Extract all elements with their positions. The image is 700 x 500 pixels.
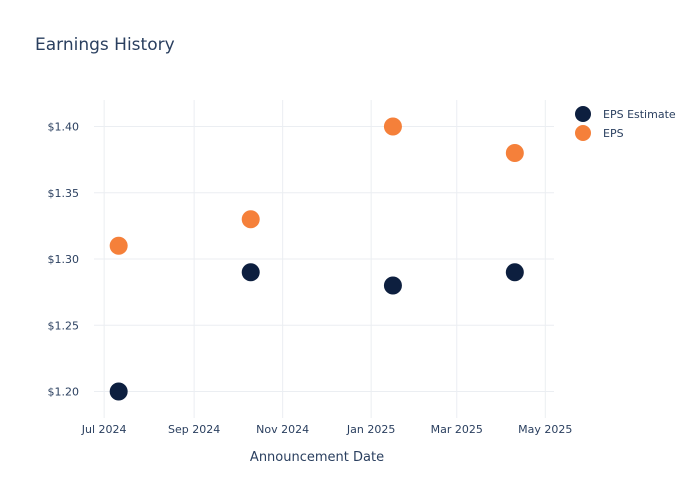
legend-marker: [575, 125, 591, 141]
eps-point: [241, 210, 260, 229]
chart-title: Earnings History: [35, 35, 175, 55]
x-axis-label: Announcement Date: [250, 450, 384, 465]
y-tick-label: $1.20: [48, 386, 80, 399]
y-tick-label: $1.25: [48, 319, 80, 332]
legend-item-eps-estimate[interactable]: EPS Estimate: [575, 106, 676, 122]
legend-label: EPS Estimate: [603, 108, 676, 121]
x-axis-ticks: Jul 2024 Sep 2024 Nov 2024 Jan 2025 Mar 2025…: [81, 423, 573, 436]
eps-estimate-point: [109, 382, 128, 401]
legend[interactable]: EPS Estimate EPS: [575, 106, 676, 141]
x-tick-label: Mar 2025: [431, 423, 483, 436]
eps-point: [505, 144, 524, 162]
eps-estimate-point: [383, 276, 402, 295]
x-tick-label: Nov 2024: [256, 423, 309, 436]
y-tick-label: $1.35: [48, 187, 80, 200]
x-tick-label: May 2025: [518, 423, 572, 436]
eps-point: [383, 117, 402, 136]
y-tick-label: $1.40: [48, 121, 80, 134]
data-points: [109, 117, 524, 401]
legend-marker: [575, 106, 591, 122]
eps-estimate-point: [505, 263, 524, 282]
x-tick-label: Jan 2025: [346, 423, 395, 436]
x-tick-label: Jul 2024: [81, 423, 127, 436]
x-tick-label: Sep 2024: [168, 423, 220, 436]
grid-lines: [94, 100, 554, 418]
eps-estimate-point: [241, 263, 260, 282]
legend-item-eps[interactable]: EPS: [575, 125, 624, 141]
legend-label: EPS: [603, 127, 624, 140]
y-axis-ticks: $1.20 $1.25 $1.30 $1.35 $1.40: [48, 121, 80, 399]
y-tick-label: $1.30: [48, 253, 80, 266]
eps-point: [109, 236, 128, 255]
